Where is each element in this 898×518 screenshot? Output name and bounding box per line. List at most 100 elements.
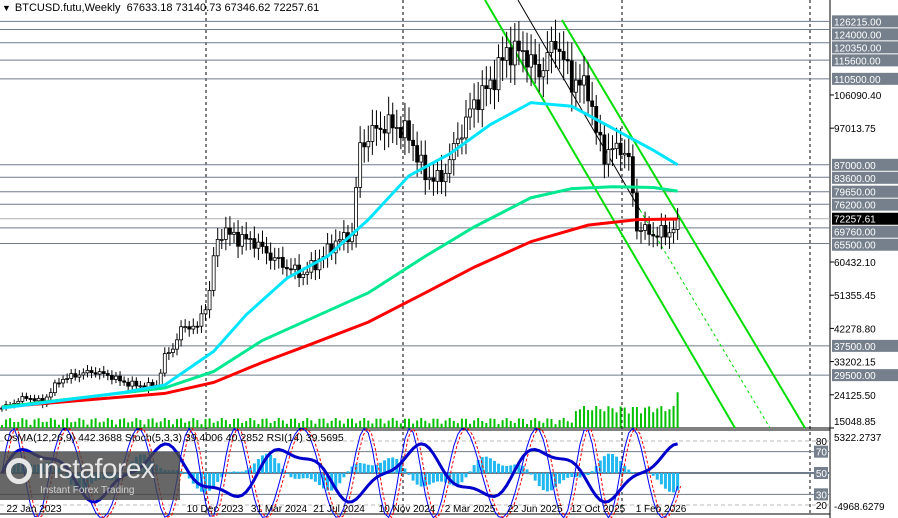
indicator-level-label: 20 — [816, 501, 828, 512]
candle-body — [602, 134, 607, 165]
candle-body — [284, 267, 289, 270]
candle-body — [496, 57, 501, 91]
candle-body — [57, 382, 61, 385]
candle-body — [655, 235, 660, 238]
candle-body — [411, 139, 415, 146]
candle-body — [447, 159, 452, 174]
candle-body — [643, 224, 647, 231]
candle-body — [659, 225, 664, 238]
candle-body — [415, 145, 420, 163]
candle-body — [101, 371, 106, 374]
candle-body — [476, 99, 481, 111]
candle-body — [582, 75, 586, 86]
indicator-level-label: 70 — [816, 448, 828, 459]
candle-body — [183, 326, 188, 329]
instaforex-logo: instaforex Instant Forex Trading — [0, 452, 180, 500]
candle-body — [480, 85, 485, 111]
level-label: 37500.00 — [834, 342, 876, 353]
date-label: 10 Nov 2024 — [379, 504, 436, 515]
candle-body — [606, 149, 611, 165]
candle-body — [114, 375, 118, 380]
candle-body — [427, 177, 432, 181]
candle-body — [195, 325, 200, 328]
candle-body — [289, 268, 293, 271]
candle-body — [268, 252, 273, 261]
channel-midline — [517, 0, 641, 211]
candle-body — [354, 187, 358, 236]
ma-fast-line — [1, 101, 679, 410]
candle-body — [256, 241, 261, 249]
price-tick-label: 15048.85 — [834, 417, 876, 428]
candle-body — [537, 63, 542, 78]
candle-body — [403, 120, 407, 139]
level-label-bg — [832, 198, 898, 211]
candle-body — [622, 152, 627, 156]
candle-body — [488, 79, 493, 90]
candle-body — [362, 142, 367, 148]
level-label: 79650.00 — [834, 188, 876, 199]
indicator-level-label: 30 — [816, 490, 828, 501]
candle-body — [199, 313, 204, 327]
channel-midline-projection — [639, 209, 771, 429]
candle-body — [232, 231, 236, 235]
candle-body — [260, 241, 265, 247]
stoch-signal-line — [4, 427, 682, 518]
candle-body — [203, 309, 208, 315]
candle-body — [419, 154, 424, 163]
candle-body — [565, 59, 570, 62]
candle-body — [97, 371, 102, 375]
candle-body — [81, 372, 86, 376]
candle-body — [77, 374, 82, 378]
level-label-bg — [832, 369, 898, 382]
candle-body — [508, 47, 513, 66]
current-price-label: 72257.61 — [834, 215, 876, 226]
candle-body — [561, 51, 566, 60]
candle-body — [472, 99, 477, 110]
candle-body — [516, 40, 521, 52]
dropdown-arrow-icon[interactable]: ▼ — [2, 3, 11, 13]
candle-body — [219, 238, 224, 241]
candle-body — [16, 400, 21, 404]
level-label-bg — [832, 15, 898, 28]
level-label: 29500.00 — [834, 371, 876, 382]
date-label: 22 Jan 2023 — [6, 504, 61, 515]
candle-body — [20, 396, 25, 402]
indicator-level-bg — [814, 467, 828, 479]
candle-body — [293, 264, 297, 270]
candle-body — [639, 230, 643, 232]
candle-body — [179, 326, 183, 341]
candle-body — [663, 225, 668, 238]
candle-body — [626, 152, 631, 158]
candle-body — [32, 398, 37, 402]
ma-mid-line — [1, 185, 678, 409]
level-label-bg — [832, 238, 898, 251]
level-label: 83600.00 — [834, 174, 876, 185]
candle-body — [264, 246, 269, 254]
candle-body — [223, 227, 228, 240]
level-label: 76200.00 — [834, 201, 876, 212]
candle-body — [134, 380, 139, 387]
level-label: 110500.00 — [834, 75, 881, 86]
date-label: 10 Dec 2023 — [187, 504, 244, 515]
candle-body — [126, 381, 131, 387]
candle-body — [598, 131, 603, 136]
candle-body — [61, 378, 65, 384]
candle-body — [525, 50, 529, 68]
candle-body — [272, 257, 277, 261]
candle-body — [207, 290, 212, 311]
candle-body — [244, 234, 249, 240]
candle-body — [65, 378, 70, 380]
candle-body — [166, 352, 171, 354]
candle-body — [614, 142, 619, 150]
candle-body — [407, 120, 411, 141]
candle-body — [280, 257, 285, 268]
candle-body — [455, 138, 460, 144]
price-tick-label: 51355.45 — [834, 291, 876, 302]
candle-body — [529, 54, 533, 68]
candle-body — [337, 239, 342, 242]
candle-body — [118, 375, 122, 382]
candle-body — [504, 47, 509, 61]
indicator-axis-label: -4968.6279 — [834, 502, 885, 513]
channel-line-upper — [561, 19, 806, 429]
